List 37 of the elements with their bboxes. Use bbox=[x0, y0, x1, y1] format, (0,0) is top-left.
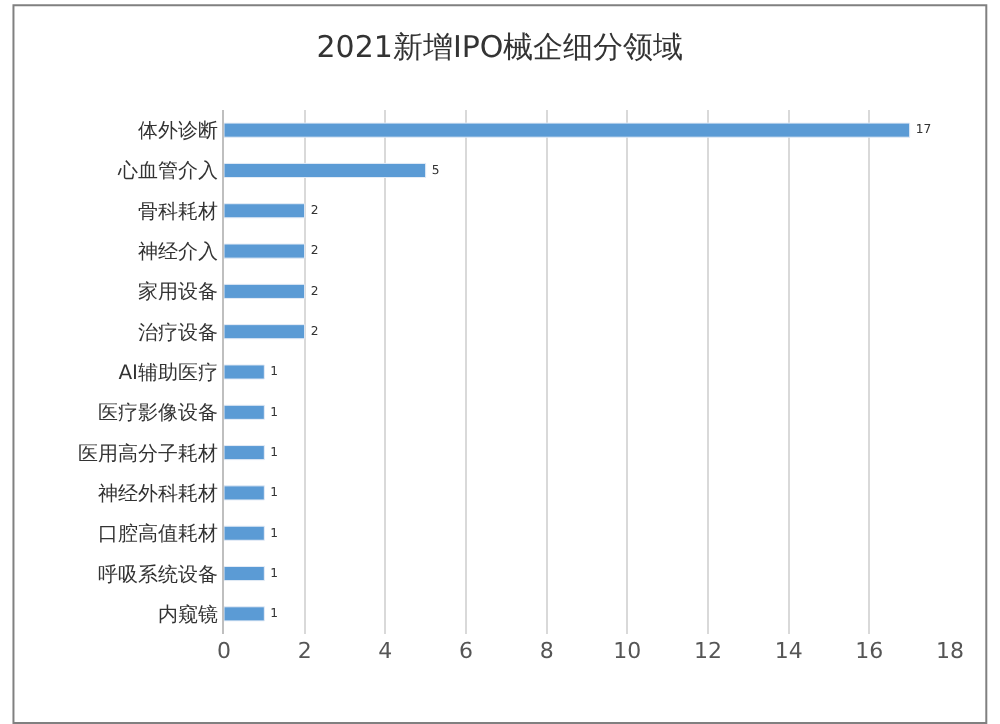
x-tick-label: 4 bbox=[378, 638, 393, 664]
chart-title: 2021新增IPO械企细分领域 bbox=[316, 29, 684, 66]
bar bbox=[224, 606, 265, 622]
y-tick-label: 医用高分子耗材 bbox=[78, 441, 218, 466]
y-tick-label: 骨科耗材 bbox=[138, 199, 218, 224]
y-tick-label: 心血管介入 bbox=[116, 159, 218, 184]
bar bbox=[224, 243, 306, 259]
x-tick-label: 10 bbox=[613, 638, 642, 664]
y-tick-label: 家用设备 bbox=[138, 280, 218, 305]
y-tick-label: AI辅助医疗 bbox=[118, 361, 218, 385]
x-tick-label: 0 bbox=[217, 638, 231, 664]
bar bbox=[224, 525, 265, 541]
x-tick-label: 12 bbox=[694, 638, 722, 664]
bar bbox=[224, 283, 306, 299]
y-tick-label: 治疗设备 bbox=[138, 320, 218, 345]
bar bbox=[224, 122, 911, 138]
bar bbox=[224, 162, 427, 179]
bar bbox=[224, 364, 265, 380]
y-tick-label: 神经介入 bbox=[138, 240, 218, 265]
x-tick-label: 6 bbox=[459, 638, 473, 664]
bar bbox=[224, 324, 306, 340]
y-tick-label: 口腔高值耗材 bbox=[98, 522, 218, 547]
y-tick-label: 呼吸系统设备 bbox=[98, 562, 218, 587]
x-tick-label: 16 bbox=[855, 638, 884, 664]
y-tick-label: 神经外科耗材 bbox=[98, 481, 218, 506]
y-tick-label: 内窥镜 bbox=[158, 602, 218, 627]
x-tick-label: 8 bbox=[539, 638, 554, 664]
y-tick-label: 医疗影像设备 bbox=[98, 401, 218, 426]
bar bbox=[224, 203, 306, 219]
x-tick-label: 18 bbox=[936, 638, 964, 664]
x-tick-label: 14 bbox=[774, 638, 803, 664]
bar bbox=[224, 404, 265, 420]
bar bbox=[224, 445, 265, 461]
x-tick-label: 2 bbox=[297, 638, 312, 664]
bar bbox=[224, 485, 265, 501]
y-tick-label: 体外诊断 bbox=[138, 119, 218, 144]
bar bbox=[224, 565, 265, 582]
